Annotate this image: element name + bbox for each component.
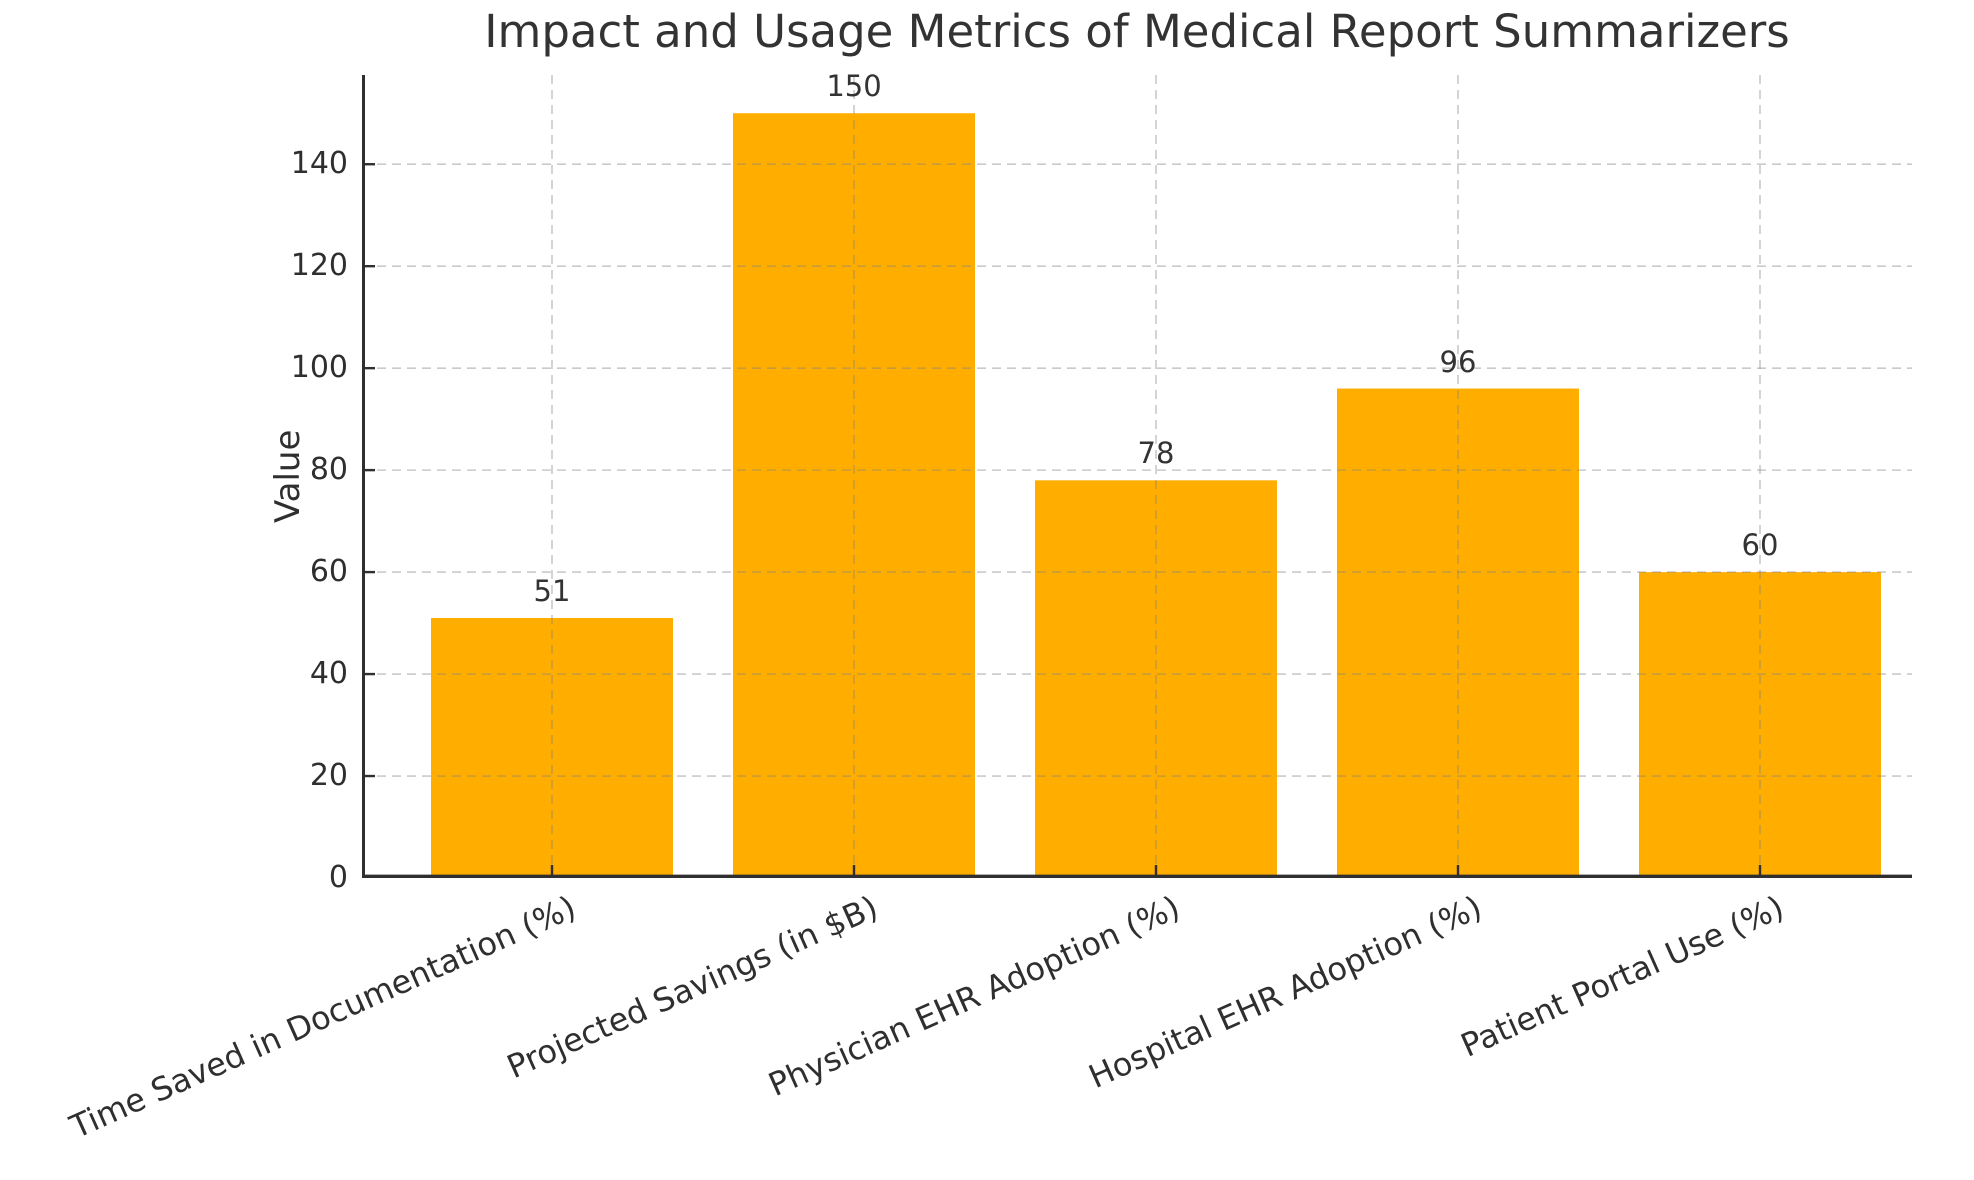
y-tick-label: 0 <box>328 860 348 895</box>
bar-value-label: 150 <box>826 69 882 104</box>
y-tick-label: 60 <box>309 554 348 590</box>
bar-value-label: 96 <box>1439 344 1477 379</box>
y-tick-label: 80 <box>309 452 348 488</box>
y-tick-label: 100 <box>290 350 348 386</box>
y-tick-label: 120 <box>290 248 348 284</box>
bar <box>1639 572 1881 878</box>
plot-area <box>362 75 1912 878</box>
bar-value-label: 78 <box>1137 436 1175 471</box>
bar-value-label: 51 <box>533 573 571 608</box>
y-tick-label: 40 <box>309 656 348 692</box>
plot-canvas <box>362 75 1912 878</box>
x-tick-label: Time Saved in Documentation (%) <box>64 888 582 1147</box>
bar <box>1035 480 1277 878</box>
y-tick-label: 20 <box>309 758 348 794</box>
y-tick-label: 140 <box>290 146 348 182</box>
bar <box>733 113 975 878</box>
bar <box>1337 388 1579 878</box>
bar-value-label: 60 <box>1741 528 1779 563</box>
bar <box>431 617 673 878</box>
chart-title: Impact and Usage Metrics of Medical Repo… <box>484 5 1790 58</box>
x-tick-label: Patient Portal Use (%) <box>1455 888 1790 1065</box>
